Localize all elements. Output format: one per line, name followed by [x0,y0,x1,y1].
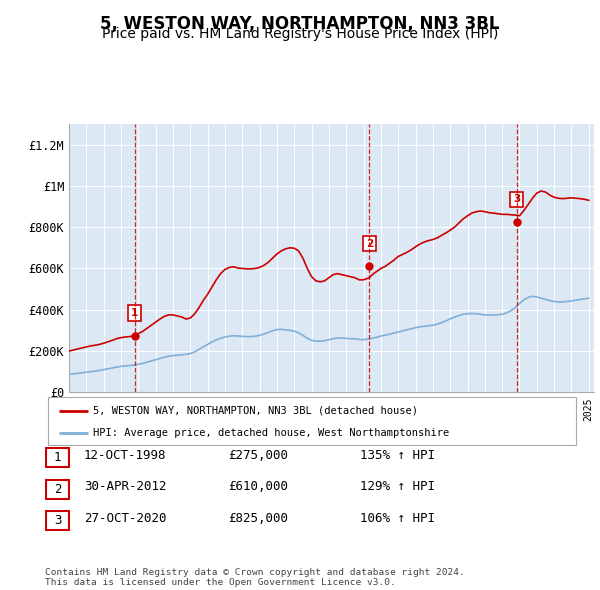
FancyBboxPatch shape [46,448,69,467]
Text: 30-APR-2012: 30-APR-2012 [84,480,167,493]
Text: 2: 2 [54,483,61,496]
Text: £825,000: £825,000 [228,512,288,525]
Text: 12-OCT-1998: 12-OCT-1998 [84,449,167,462]
Text: 5, WESTON WAY, NORTHAMPTON, NN3 3BL: 5, WESTON WAY, NORTHAMPTON, NN3 3BL [100,15,500,33]
Text: 1: 1 [131,308,138,318]
Text: 3: 3 [513,195,520,204]
Text: 27-OCT-2020: 27-OCT-2020 [84,512,167,525]
Text: 106% ↑ HPI: 106% ↑ HPI [360,512,435,525]
FancyBboxPatch shape [46,480,69,499]
Text: 2: 2 [365,239,373,249]
Text: 5, WESTON WAY, NORTHAMPTON, NN3 3BL (detached house): 5, WESTON WAY, NORTHAMPTON, NN3 3BL (det… [93,405,418,415]
Text: Contains HM Land Registry data © Crown copyright and database right 2024.
This d: Contains HM Land Registry data © Crown c… [45,568,465,587]
Text: 3: 3 [54,514,61,527]
Text: 129% ↑ HPI: 129% ↑ HPI [360,480,435,493]
Text: HPI: Average price, detached house, West Northamptonshire: HPI: Average price, detached house, West… [93,428,449,438]
Text: 1: 1 [54,451,61,464]
Text: Price paid vs. HM Land Registry's House Price Index (HPI): Price paid vs. HM Land Registry's House … [102,27,498,41]
Text: 135% ↑ HPI: 135% ↑ HPI [360,449,435,462]
Text: £275,000: £275,000 [228,449,288,462]
Text: £610,000: £610,000 [228,480,288,493]
FancyBboxPatch shape [46,511,69,530]
FancyBboxPatch shape [48,397,576,445]
